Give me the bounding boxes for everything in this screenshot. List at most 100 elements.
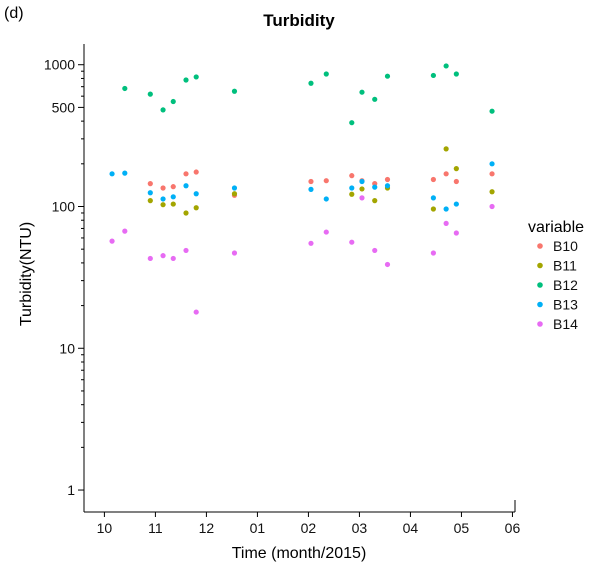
data-point-b12 [430,72,436,79]
y-tick-label: 100 [52,198,76,214]
data-point-b13 [489,161,495,167]
data-point-b14 [160,253,166,259]
legend-label: B12 [553,277,578,293]
y-axis-title: Turbidity(NTU) [18,222,35,326]
chart-title: Turbidity [263,11,335,30]
legend-label: B13 [553,297,578,313]
x-tick-label: 03 [352,520,368,536]
legend-item-b12: B12 [537,277,578,293]
data-point-b11 [147,198,153,204]
data-point-b12 [308,80,314,86]
x-tick-label: 01 [250,520,266,536]
series-b11 [147,146,495,216]
data-point-b14 [231,250,238,256]
data-point-b12 [183,77,189,83]
x-tick-label: 06 [505,520,521,536]
data-point-b12 [170,98,176,105]
data-point-b11 [443,146,449,152]
legend: variable B10 B11 B12 B13 B14 [528,219,584,332]
data-point-b12 [323,71,329,77]
data-point-b12 [453,71,459,77]
x-axis: 10 11 12 01 02 03 04 05 06 [84,500,520,536]
data-point-b10 [160,185,166,191]
y-tick-label: 500 [52,99,76,115]
data-point-b14 [384,261,391,268]
data-point-b14 [308,240,314,246]
data-point-b12 [160,107,166,113]
data-point-b13 [122,170,128,176]
data-point-b14 [147,255,153,262]
data-point-b10 [308,178,314,185]
data-point-b13 [323,196,329,202]
panel-label: (d) [4,5,24,22]
data-point-b11 [372,198,378,204]
y-tick-label: 1 [67,482,75,498]
data-point-b12 [443,63,449,69]
data-point-b12 [147,91,153,97]
data-point-b14 [453,230,459,236]
legend-item-b14: B14 [537,316,578,332]
data-point-b11 [430,206,436,212]
data-point-b12 [193,74,199,80]
legend-item-b13: B13 [537,297,578,313]
data-point-b13 [372,184,378,190]
data-point-b11 [193,205,199,211]
series-b14 [109,195,495,315]
y-tick-label: 1000 [44,57,75,73]
legend-label: B11 [553,258,577,274]
legend-item-b10: B10 [537,238,578,254]
data-point-b10 [147,181,153,187]
data-point-b14 [489,203,495,210]
data-point-b13 [109,171,115,177]
data-point-b14 [170,255,176,262]
data-point-b13 [430,195,436,201]
data-point-b13 [160,196,166,202]
data-point-b11 [183,210,189,216]
data-point-b10 [193,169,199,175]
data-point-b11 [359,186,365,192]
x-tick-label: 02 [301,520,317,536]
data-point-b11 [489,189,495,195]
data-point-b13 [308,186,314,192]
data-point-b13 [231,185,238,191]
legend-title: variable [528,219,584,236]
data-point-b10 [443,171,449,177]
data-point-b12 [359,89,365,95]
x-tick-label: 05 [454,520,470,536]
data-point-b10 [384,176,391,183]
data-points [109,63,495,315]
legend-swatch [537,243,543,249]
data-point-b11 [349,191,355,197]
data-point-b10 [453,178,459,185]
data-point-b14 [430,250,436,256]
data-point-b10 [323,178,329,184]
x-tick-label: 11 [148,520,163,536]
y-tick-label: 10 [59,340,75,356]
data-point-b13 [170,194,176,200]
legend-swatch [537,282,543,288]
data-point-b12 [231,88,238,94]
data-point-b14 [443,220,449,226]
data-point-b12 [372,96,378,102]
series-b13 [109,161,495,212]
data-point-b12 [122,85,128,92]
data-point-b10 [170,184,176,190]
x-tick-label: 12 [199,520,215,536]
data-point-b12 [489,108,495,114]
x-tick-label: 10 [97,520,113,536]
data-point-b14 [359,195,365,201]
data-point-b10 [430,176,436,183]
data-point-b10 [489,171,495,177]
data-point-b13 [443,206,449,212]
data-point-b13 [359,178,365,185]
data-point-b13 [453,201,459,207]
data-point-b13 [147,190,153,196]
y-axis: 1 10 100 500 1000 [44,44,85,512]
legend-label: B14 [553,316,578,332]
data-point-b14 [109,238,115,244]
x-tick-label: 04 [403,520,419,536]
legend-swatch [537,321,543,327]
data-point-b12 [384,73,391,79]
legend-label: B10 [553,238,578,254]
